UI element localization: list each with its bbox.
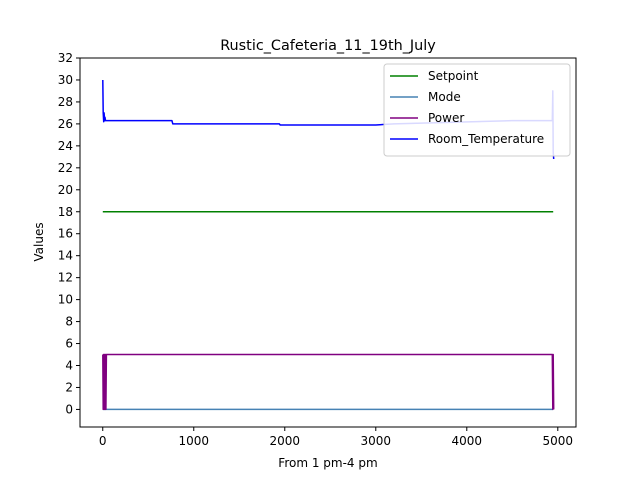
y-tick-label: 28 xyxy=(58,95,73,109)
y-tick-label: 6 xyxy=(65,337,73,351)
legend-label-setpoint: Setpoint xyxy=(428,69,479,83)
x-axis-label: From 1 pm-4 pm xyxy=(278,456,377,470)
y-tick-label: 22 xyxy=(58,161,73,175)
y-tick-label: 10 xyxy=(58,293,73,307)
legend: Setpoint Mode Power Room_Temperature xyxy=(383,63,571,157)
y-tick-label: 2 xyxy=(65,380,73,394)
legend-label-power: Power xyxy=(428,111,464,125)
x-tick-label: 4000 xyxy=(452,434,483,448)
series-line-power xyxy=(102,353,555,411)
y-tick-label: 30 xyxy=(58,73,73,87)
legend-box xyxy=(383,63,571,157)
x-tick-label: 1000 xyxy=(178,434,209,448)
y-tick-label: 16 xyxy=(58,227,73,241)
y-tick-label: 8 xyxy=(65,315,73,329)
y-tick-label: 32 xyxy=(58,51,73,65)
x-tick-label: 3000 xyxy=(361,434,392,448)
y-tick-label: 14 xyxy=(58,249,73,263)
chart-title: Rustic_Cafeteria_11_19th_July xyxy=(220,38,436,54)
legend-label-mode: Mode xyxy=(428,90,461,104)
x-tick-label: 5000 xyxy=(543,434,574,448)
legend-label-room-temperature: Room_Temperature xyxy=(428,132,544,146)
y-tick-label: 4 xyxy=(65,359,73,373)
y-tick-label: 0 xyxy=(65,402,73,416)
x-tick-label: 0 xyxy=(99,434,107,448)
plot-frame xyxy=(79,57,577,428)
y-tick-label: 26 xyxy=(58,117,73,131)
x-tick-label: 2000 xyxy=(269,434,300,448)
x-axis: 0 1000 2000 3000 4000 5000 xyxy=(99,427,573,448)
series-layer xyxy=(102,79,555,411)
y-axis-label: Values xyxy=(32,222,46,261)
y-tick-label: 24 xyxy=(58,139,73,153)
y-tick-label: 12 xyxy=(58,271,73,285)
y-tick-label: 20 xyxy=(58,183,73,197)
y-tick-label: 18 xyxy=(58,205,73,219)
